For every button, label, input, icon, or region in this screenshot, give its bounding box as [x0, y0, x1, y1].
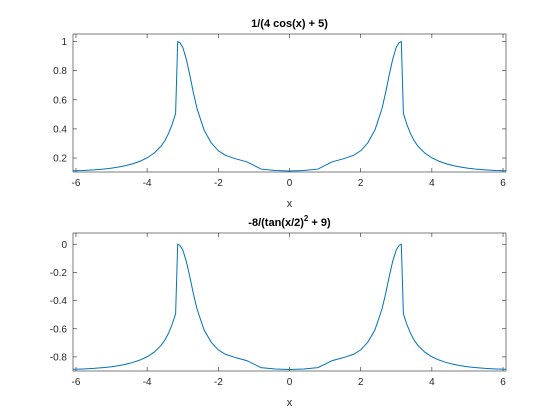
x-tick-label: 6 [500, 377, 506, 388]
y-tick-label: 0.4 [53, 124, 67, 135]
x-tick-label: 6 [500, 178, 506, 189]
x-tick-label: 0 [287, 178, 293, 189]
y-tick-label: -0.8 [50, 352, 68, 363]
chart-title: 1/(4 cos(x) + 5) [251, 18, 328, 30]
x-tick-label: 2 [358, 377, 364, 388]
y-tick-label: -0.4 [50, 296, 68, 307]
y-tick-label: 0 [61, 240, 67, 251]
x-axis-label: x [287, 198, 293, 210]
chart-title-tail: + 9) [308, 217, 331, 229]
x-axis-label: x [287, 397, 293, 409]
x-tick-label: 0 [287, 377, 293, 388]
y-tick-label: 0.8 [53, 66, 67, 77]
chart-title: -8/(tan(x/2)2 + 9) [248, 214, 331, 229]
x-tick-label: 2 [358, 178, 364, 189]
x-tick-label: -6 [72, 377, 81, 388]
x-tick-label: 4 [429, 377, 435, 388]
chart-title-main: -8/(tan(x/2) [248, 217, 304, 229]
y-tick-label: -0.6 [50, 324, 68, 335]
x-tick-label: -6 [72, 178, 81, 189]
x-tick-label: -4 [143, 178, 152, 189]
y-tick-label: 0.2 [53, 154, 67, 165]
axes-box [72, 33, 507, 173]
chart-title-superscript: 2 [304, 214, 309, 223]
y-tick-label: 0.6 [53, 95, 67, 106]
chart-title-main: 1/(4 cos(x) + 5) [251, 18, 328, 30]
subplot-2: -6 -4 -2 0 2 4 6-0.8-0.6-0.4-0.20-8/(tan(x/2)2… [50, 214, 507, 409]
subplot-1: -6 -4 -2 0 2 4 6 0.2 0.4 0.6 0.8 1 1/(4 cos(x) + 5) x [53, 18, 507, 210]
series-line-1 [72, 243, 507, 370]
x-tick-label: -2 [214, 377, 223, 388]
axes-box [72, 232, 507, 372]
x-tick-label: -2 [214, 178, 223, 189]
y-tick-label: 1 [61, 37, 67, 48]
y-tick-label: -0.2 [50, 268, 68, 279]
x-tick-label: -4 [143, 377, 152, 388]
x-tick-label: 4 [429, 178, 435, 189]
series-line-1 [72, 40, 507, 172]
